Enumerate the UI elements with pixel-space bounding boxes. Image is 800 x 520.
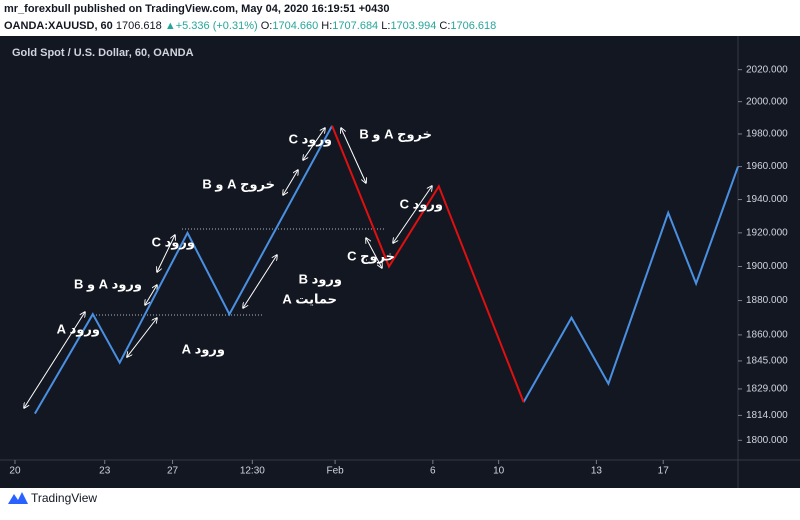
- ohlc-line: OANDA:XAUUSD, 60 1706.618 ▲+5.336 (+0.31…: [4, 20, 496, 32]
- last: 1706.618: [116, 20, 162, 32]
- y-tick-label: 1980.000: [746, 129, 788, 140]
- annotation: ورود A و B: [74, 276, 142, 291]
- x-tick-label: 12:30: [240, 466, 265, 477]
- annotation: ورود A: [57, 321, 100, 336]
- y-tick-label: 1845.000: [746, 356, 788, 367]
- annotation: ورود C: [152, 234, 195, 249]
- arrow: [393, 186, 432, 243]
- x-tick-label: 10: [493, 466, 505, 477]
- annotation: خروج C: [347, 248, 395, 264]
- arrow: ▲: [165, 20, 176, 32]
- publish-info: mr_forexbull published on TradingView.co…: [4, 3, 389, 15]
- arrow: [283, 170, 298, 195]
- price-line: [34, 125, 739, 415]
- h-value: 1707.684: [332, 20, 378, 32]
- c-label: C:: [439, 20, 450, 32]
- y-tick-label: 1800.000: [746, 435, 788, 446]
- annotation: خروج A و B: [202, 176, 275, 192]
- arrow: [366, 238, 382, 268]
- x-tick-label: 6: [430, 466, 436, 477]
- y-tick-label: 1880.000: [746, 295, 788, 306]
- annotation: ورود C: [400, 196, 443, 211]
- x-tick-label: 17: [658, 466, 670, 477]
- o-label: O:: [261, 20, 273, 32]
- arrow: [157, 235, 175, 272]
- y-tick-label: 1920.000: [746, 227, 788, 238]
- x-tick-label: Feb: [326, 466, 344, 477]
- y-tick-label: 1829.000: [746, 384, 788, 395]
- y-tick-label: 1960.000: [746, 161, 788, 172]
- chart-title: Gold Spot / U.S. Dollar, 60, OANDA: [12, 47, 194, 59]
- annotation: خروج A و B: [359, 126, 432, 142]
- price-line: [331, 125, 525, 403]
- symbol: OANDA:XAUUSD, 60: [4, 20, 113, 32]
- y-tick-label: 2000.000: [746, 96, 788, 107]
- arrow: [24, 312, 85, 408]
- arrow: [341, 128, 366, 183]
- y-tick-label: 1814.000: [746, 410, 788, 421]
- o-value: 1704.660: [272, 20, 318, 32]
- annotation: ورود A: [182, 341, 225, 356]
- x-tick-label: 23: [99, 466, 111, 477]
- annotation: ورود C: [289, 131, 332, 146]
- y-tick-label: 2020.000: [746, 64, 788, 75]
- annotation: ورود B: [299, 271, 342, 286]
- brand: TradingView: [31, 491, 97, 505]
- y-tick-label: 1860.000: [746, 330, 788, 341]
- arrow: [127, 318, 157, 357]
- h-label: H:: [321, 20, 332, 32]
- l-label: L:: [381, 20, 390, 32]
- logo: [8, 492, 28, 504]
- arrow: [303, 128, 325, 160]
- y-tick-label: 1900.000: [746, 261, 788, 272]
- l-value: 1703.994: [390, 20, 436, 32]
- x-tick-label: 13: [591, 466, 603, 477]
- change: +5.336 (+0.31%): [176, 20, 258, 32]
- chart-background: [0, 36, 800, 488]
- arrow: [145, 285, 157, 305]
- x-tick-label: 20: [9, 466, 21, 477]
- arrow: [243, 255, 277, 308]
- x-tick-label: 27: [167, 466, 179, 477]
- y-tick-label: 1940.000: [746, 194, 788, 205]
- arrows: [24, 128, 432, 408]
- annotation: حمایت A: [282, 291, 337, 306]
- c-value: 1706.618: [450, 20, 496, 32]
